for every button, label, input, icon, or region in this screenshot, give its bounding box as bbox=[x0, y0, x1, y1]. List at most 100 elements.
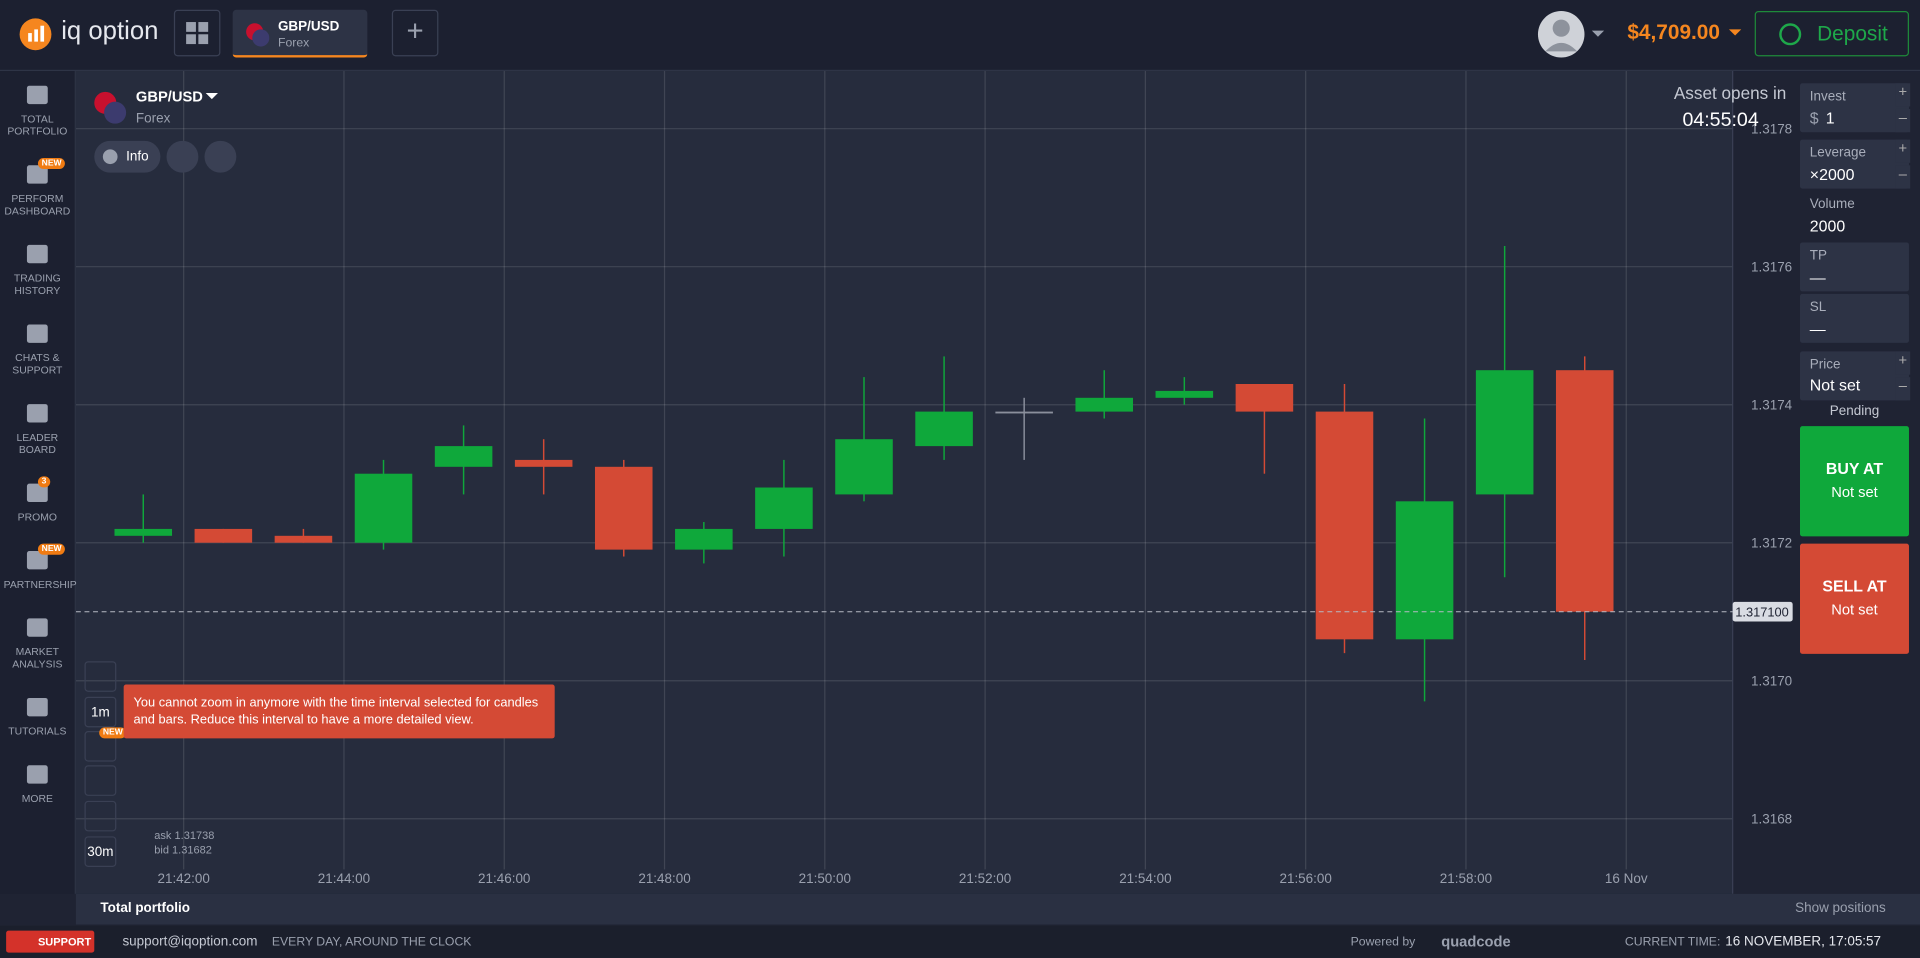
candle-body bbox=[194, 528, 253, 543]
asset-market: Forex bbox=[135, 111, 171, 127]
sidebar-item[interactable]: PERFORM DASHBOARD bbox=[0, 163, 75, 230]
sidebar-label: PROMO bbox=[17, 510, 58, 523]
x-tick-label: 21:56:00 bbox=[1279, 871, 1331, 886]
invest-box[interactable]: Invest $1 bbox=[1800, 83, 1909, 133]
sidebar-item[interactable]: TRADING HISTORY bbox=[0, 242, 75, 309]
leverage-plus[interactable]: + bbox=[1895, 139, 1911, 163]
candle-body bbox=[1475, 370, 1534, 495]
support-label: SUPPORT bbox=[37, 935, 92, 948]
sidebar-item[interactable]: PARTNERSHIP bbox=[0, 549, 77, 616]
price-plus[interactable]: + bbox=[1895, 351, 1911, 375]
sidebar-label: MORE bbox=[21, 792, 53, 805]
sidebar-icon bbox=[26, 165, 48, 184]
invest-minus[interactable]: – bbox=[1895, 108, 1911, 133]
tp-box[interactable]: TP — bbox=[1800, 242, 1909, 292]
brand: quadcode bbox=[1441, 933, 1511, 951]
candle-body bbox=[915, 411, 973, 447]
deposit-button[interactable]: Deposit bbox=[1754, 11, 1909, 57]
price-box[interactable]: Price Not set bbox=[1800, 351, 1909, 401]
current-price-label: 1.317100 bbox=[1735, 605, 1789, 620]
sl-box[interactable]: SL — bbox=[1800, 293, 1909, 343]
volume-box: Volume 2000 bbox=[1800, 191, 1909, 240]
price-minus[interactable]: – bbox=[1895, 377, 1911, 401]
show-positions[interactable]: Show positions bbox=[1795, 901, 1886, 916]
volume-value: 2000 bbox=[1809, 216, 1846, 236]
sidebar-icon bbox=[26, 244, 48, 264]
sidebar-label: CHATS & SUPPORT bbox=[12, 351, 63, 376]
sidebar-item[interactable]: CHATS & SUPPORT bbox=[0, 322, 75, 389]
candle-body bbox=[1235, 384, 1294, 412]
sidebar-item[interactable]: PROMO bbox=[0, 481, 75, 548]
status-bar bbox=[0, 925, 1920, 958]
deposit-icon bbox=[1779, 23, 1802, 46]
period-button[interactable]: 30m bbox=[84, 836, 117, 867]
sidebar-icon bbox=[26, 404, 48, 423]
y-tick-label: 1.3172 bbox=[1751, 536, 1792, 551]
sell-label: SELL AT bbox=[1822, 576, 1887, 596]
support-button[interactable]: SUPPORT bbox=[6, 930, 95, 953]
current-price-box bbox=[1732, 601, 1793, 622]
sidebar-label: MARKET ANALYSIS bbox=[12, 645, 63, 670]
x-tick-label: 21:48:00 bbox=[638, 871, 690, 886]
sidebar-item[interactable]: TOTAL PORTFOLIO bbox=[0, 83, 75, 150]
indicators-badge: NEW bbox=[99, 727, 127, 739]
info-icon bbox=[102, 149, 118, 165]
plot-background bbox=[75, 71, 1733, 894]
curve-button[interactable] bbox=[84, 800, 117, 832]
asset-flag bbox=[94, 91, 127, 124]
tp-label: TP bbox=[1809, 248, 1828, 264]
leverage-minus[interactable]: – bbox=[1895, 165, 1911, 189]
info-button[interactable]: Info bbox=[94, 140, 161, 173]
balance[interactable]: $4,709.00 bbox=[1627, 20, 1720, 45]
sidebar-icon bbox=[26, 483, 48, 503]
price-label: Price bbox=[1809, 357, 1841, 373]
sidebar-item[interactable]: TUTORIALS bbox=[0, 696, 75, 763]
favorite-button[interactable] bbox=[204, 140, 237, 173]
sell-button[interactable]: SELL AT Not set bbox=[1800, 543, 1909, 654]
support-email[interactable]: support@iqoption.com bbox=[122, 934, 258, 949]
candle-body bbox=[274, 535, 333, 543]
opens-timer: 04:55:04 bbox=[1682, 110, 1759, 132]
grid-icon bbox=[186, 22, 209, 45]
draw-button[interactable] bbox=[84, 765, 117, 796]
sidebar-item[interactable]: MARKET ANALYSIS bbox=[0, 616, 75, 683]
logo[interactable]: iq option bbox=[61, 17, 159, 46]
chart: 1.3168 1.3170 1.3172 1.3174 1.3176 1.3178 21:4… bbox=[75, 71, 1793, 894]
sidebar-icon bbox=[26, 551, 48, 570]
tab-market: Forex bbox=[277, 36, 310, 51]
candle-body bbox=[1155, 390, 1214, 398]
sidebar-item[interactable]: MORE bbox=[0, 763, 75, 830]
alert-button[interactable] bbox=[166, 140, 199, 173]
candle-body bbox=[114, 528, 173, 536]
candle-body bbox=[1075, 397, 1134, 412]
opens-label: Asset opens in bbox=[1673, 83, 1787, 103]
leverage-box[interactable]: Leverage ×2000 bbox=[1800, 139, 1909, 189]
sidebar-icon bbox=[26, 324, 48, 343]
y-tick-label: 1.3176 bbox=[1751, 260, 1792, 275]
portfolio-bar[interactable] bbox=[75, 893, 1920, 925]
volume-label: Volume bbox=[1809, 197, 1855, 212]
candle-body bbox=[675, 528, 733, 550]
invest-value: 1 bbox=[1825, 108, 1835, 128]
candle-body bbox=[1315, 411, 1374, 640]
asset-tab[interactable]: GBP/USD Forex bbox=[232, 9, 368, 58]
avatar[interactable] bbox=[1537, 10, 1610, 59]
powered-label: Powered by bbox=[1350, 935, 1416, 949]
grid-button[interactable] bbox=[173, 9, 221, 57]
buy-button[interactable]: BUY AT Not set bbox=[1800, 426, 1909, 537]
candle-body bbox=[1555, 370, 1614, 612]
asset-name[interactable]: GBP/USD bbox=[135, 88, 203, 106]
x-tick-label: 21:44:00 bbox=[318, 871, 370, 886]
sidebar-item[interactable]: LEADER BOARD bbox=[0, 402, 75, 469]
x-tick-label: 21:52:00 bbox=[959, 871, 1011, 886]
invest-currency: $ bbox=[1809, 108, 1819, 128]
invest-plus[interactable]: + bbox=[1895, 83, 1911, 107]
add-tab-button[interactable]: + bbox=[391, 9, 439, 57]
x-tick-label: 21:46:00 bbox=[478, 871, 530, 886]
price-value: Not set bbox=[1809, 375, 1861, 395]
sidebar-label: PERFORM DASHBOARD bbox=[4, 192, 71, 217]
interval-button[interactable]: 1m bbox=[84, 696, 117, 728]
chart-type-button[interactable] bbox=[84, 661, 117, 692]
x-tick-label: 16 Nov bbox=[1605, 871, 1648, 886]
